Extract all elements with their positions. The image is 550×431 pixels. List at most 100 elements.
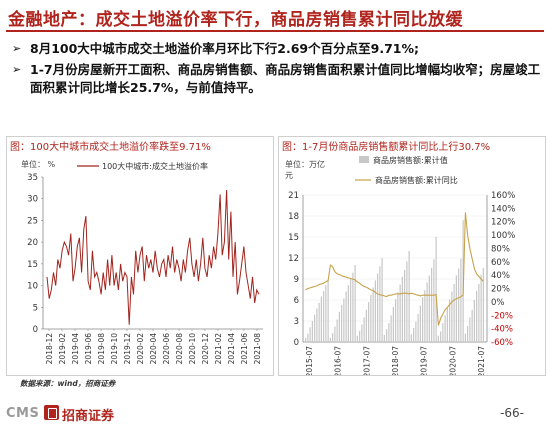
sales-bar <box>480 274 482 342</box>
sales-bar <box>435 237 437 342</box>
sales-bar <box>476 290 478 342</box>
sales-bar <box>449 299 451 342</box>
sales-bar <box>399 284 401 342</box>
title-divider <box>6 30 544 32</box>
sales-bar <box>392 307 394 342</box>
sales-bar <box>413 328 415 342</box>
sales-bar <box>478 283 480 342</box>
y-tick-label: 18 <box>288 212 299 222</box>
sales-bar <box>464 333 466 342</box>
x-tick-label: 2020-10 <box>188 333 197 365</box>
sales-bar <box>325 285 327 342</box>
x-tick-label: 2021-04 <box>227 333 236 365</box>
x-tick-label: 2019-04 <box>71 333 80 365</box>
sales-bar <box>309 327 311 342</box>
x-tick-label: 2019-12 <box>123 333 132 365</box>
arrow-bullet-icon: ➢ <box>12 63 22 76</box>
sales-bar <box>471 309 473 342</box>
sales-bar <box>417 314 419 342</box>
sales-bar <box>401 276 403 342</box>
y-tick-label: 12 <box>288 254 299 264</box>
chart-unit: 单位：万亿 <box>285 160 325 169</box>
sales-bar <box>415 321 417 342</box>
sales-bar <box>469 317 471 342</box>
sales-bar <box>442 323 444 342</box>
y-tick-label: 15 <box>288 233 299 243</box>
x-tick-label: 2021-02 <box>214 333 223 365</box>
sales-bar <box>318 302 320 342</box>
sales-bar <box>397 292 399 342</box>
sales-bar <box>422 297 424 342</box>
x-tick-label: 2016-07 <box>334 346 343 375</box>
x-tick-label: 2020-08 <box>175 333 184 365</box>
y-tick-label: 21 <box>288 191 299 201</box>
sales-bar <box>361 324 363 342</box>
sales-bar <box>446 307 448 342</box>
y-tick-label: 35 <box>27 173 38 183</box>
sales-bar <box>440 331 442 342</box>
sales-bar <box>431 267 433 342</box>
sales-bar <box>395 299 397 342</box>
y-tick-label: 3 <box>294 317 299 327</box>
housing-sales-chart-panel: 图：1-7月份商品房销售额累计同比上行30.7% 单位：万亿 元 0 3 6 9 12 1… <box>278 136 546 376</box>
sales-bar <box>307 333 309 342</box>
x-tick-label: 2019-08 <box>97 333 106 365</box>
sales-bar <box>343 298 345 342</box>
sales-bar <box>365 309 367 342</box>
sales-bar <box>359 330 361 342</box>
y2-tick-label: -20% <box>491 311 513 321</box>
y-tick-label: 9 <box>294 275 299 285</box>
bullet-item: ➢ 1-7月份房屋新开工面积、商品房销售额、商品房销售面积累计值同比增幅均收窄；… <box>12 61 542 97</box>
sales-bar <box>388 323 390 342</box>
bullet-text: 8月100大中城市成交土地溢价率月环比下行2.69个百分点至9.71%; <box>30 41 419 56</box>
x-tick-label: 2015-07 <box>305 346 314 375</box>
land-premium-series-line <box>46 189 260 325</box>
sales-yoy-line <box>305 212 484 326</box>
x-tick-label: 2020-07 <box>448 346 457 375</box>
sales-bar <box>350 279 352 342</box>
sales-bar <box>354 265 356 342</box>
x-tick-label: 2020-02 <box>136 333 145 365</box>
sales-bar <box>410 334 412 342</box>
sales-bar <box>467 325 469 342</box>
x-tick-label: 2017-07 <box>362 346 371 375</box>
x-tick-label: 2018-12 <box>45 333 54 365</box>
sales-bar <box>386 329 388 342</box>
land-premium-chart-panel: 图：100大中城市成交土地溢价率跌至9.71% 单位： % 0 5 10 15 20 25… <box>6 136 274 376</box>
summary-bullets: ➢ 8月100大中城市成交土地溢价率月环比下行2.69个百分点至9.71%; ➢… <box>12 40 542 100</box>
cms-logo: CMS <box>6 406 40 421</box>
y2-tick-label: 40% <box>491 271 510 281</box>
x-tick-label: 2019-07 <box>420 346 429 375</box>
chart-unit-2: 元 <box>285 171 293 180</box>
sales-bar <box>383 335 385 342</box>
y2-tick-label: -40% <box>491 325 513 335</box>
company-logo-icon <box>44 405 59 420</box>
sales-bar <box>370 295 372 342</box>
x-tick-label: 2019-10 <box>110 333 119 365</box>
y-tick-label: 6 <box>294 296 299 306</box>
sales-bar <box>329 337 331 342</box>
x-tick-label: 2020-04 <box>149 333 158 365</box>
sales-bar <box>320 296 322 342</box>
y-tick-label: 25 <box>27 216 38 226</box>
y-tick-label: 15 <box>27 260 38 270</box>
sales-bar <box>372 287 374 342</box>
sales-bar <box>377 273 379 342</box>
sales-bar <box>305 337 307 342</box>
sales-bar <box>334 326 336 342</box>
sales-bar <box>453 283 455 342</box>
sales-bar <box>368 302 370 342</box>
sales-bar <box>419 305 421 342</box>
y2-tick-label: 160% <box>491 191 515 201</box>
sales-bar <box>352 272 354 342</box>
x-tick-label: 2019-06 <box>84 333 93 365</box>
housing-sales-bar-line-chart: 0 3 6 9 12 15 18 21 -60% -40% -20% 0% 20% 40% 60% 80% 10… <box>288 155 515 375</box>
sales-bar <box>374 280 376 342</box>
sales-bar <box>323 290 325 342</box>
x-tick-label: 2018-07 <box>391 346 400 375</box>
sales-bar <box>426 282 428 342</box>
sales-bar <box>428 275 430 342</box>
y2-tick-label: 80% <box>491 244 510 254</box>
x-tick-label: 2021-06 <box>240 333 249 365</box>
sales-bar <box>336 319 338 342</box>
